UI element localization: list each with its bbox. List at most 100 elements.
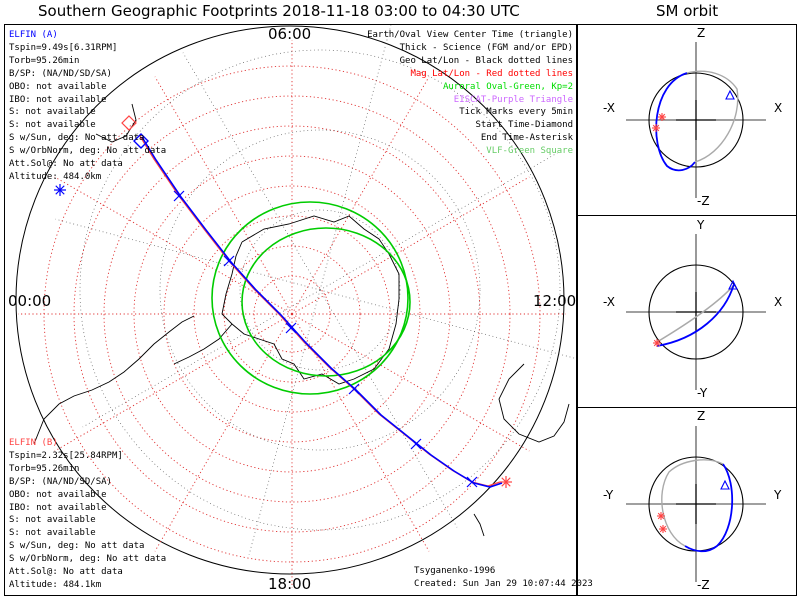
elfin-a-info-line: Tspin=9.49s[6.31RPM] (9, 42, 118, 53)
orbit-end-asterisk (657, 512, 665, 520)
legend-line: VLF-Green Square (486, 146, 573, 157)
antarctic-peninsula-coastline (173, 323, 233, 365)
elfin-a-info-line: Att.Sol@: No att data (9, 159, 123, 170)
orbit2-left-label: -X (603, 295, 615, 309)
orbit3-left-label: -Y (603, 488, 614, 502)
legend-line: Tick Marks every 5min (459, 107, 573, 118)
elfin-b-info-line: Tspin=2.32s[25.84RPM] (9, 450, 123, 461)
created-timestamp: Created: Sun Jan 29 10:07:44 2023 (414, 579, 593, 589)
track-tick-mark (348, 383, 360, 395)
elfin-a-info-line: OBO: not available (9, 81, 107, 92)
orbit2-top-label: Y (697, 218, 705, 232)
orbit-end-asterisk (659, 525, 667, 533)
legend-line: EISCAT-Purple Triangle (453, 94, 573, 105)
mag-lon-line (54, 176, 293, 315)
geo-lat-ring (159, 129, 481, 451)
antarctica-coastline (221, 215, 400, 385)
geo-lon-line (319, 289, 577, 360)
elfin-b-track (139, 135, 501, 487)
track-tick-mark (285, 322, 297, 334)
orbit-plots (626, 42, 766, 582)
orbit-a-path (656, 283, 735, 347)
map-legend: Earth/Oval View Center Time (triangle) Th… (367, 29, 573, 158)
geo-lon-line (319, 289, 458, 528)
elfin-b-info-line: S: not available (9, 515, 96, 526)
south-america-coastline (33, 315, 195, 445)
elfin-a-info-line: Torb=95.26min (9, 55, 80, 66)
legend-line: Mag Lat/Lon - Red dotted lines (410, 68, 573, 79)
mag-lat-ring (103, 125, 481, 503)
mag-lon-line (154, 313, 293, 552)
orbit2-bottom-label: -Y (697, 386, 708, 400)
geo-lat-ring (239, 209, 401, 371)
orbit1-bottom-label: -Z (697, 194, 710, 208)
mag-lat-ring (133, 155, 451, 473)
mag-lon-line (154, 76, 293, 315)
earth-circle (648, 72, 744, 168)
geo-lon-line (319, 152, 558, 291)
legend-line: Thick - Science (FGM and/or EPD) (399, 42, 573, 53)
australia-coastline (498, 363, 570, 443)
mag-lon-line (54, 313, 293, 452)
geo-lon-line (182, 52, 321, 291)
geo-lon-line (55, 218, 321, 291)
orbit-center-triangle (728, 279, 738, 290)
elfin-b-info-line: Altitude: 484.1km (9, 579, 102, 590)
mag-lat-ring (193, 215, 391, 413)
elfin-a-info-line: S: not available (9, 120, 96, 131)
track-tick-mark (173, 190, 185, 202)
orbit-center-triangle (720, 479, 730, 490)
orbit-shadow-path (661, 459, 724, 547)
orbit-title: SM orbit (656, 2, 719, 20)
orbit-end-asterisk (652, 124, 660, 132)
orbit1-left-label: -X (603, 101, 615, 115)
orbit3-bottom-label: -Z (697, 578, 710, 592)
elfin-b-info-line: B/SP: (NA/ND/SD/SA) (9, 476, 112, 487)
main-title: Southern Geographic Footprints 2018-11-1… (38, 2, 520, 20)
orbit3-top-label: Z (697, 409, 706, 423)
footprint-map-frame (4, 24, 577, 596)
mag-lon-line (291, 76, 430, 315)
elfin-b-info-line: S: not available (9, 528, 96, 539)
orbit-end-asterisk (653, 339, 661, 347)
legend-line: Geo Lat/Lon - Black dotted lines (399, 55, 573, 66)
mag-lat-ring (73, 95, 511, 533)
mag-lat-ring (163, 185, 421, 443)
mag-lat-ring (223, 245, 361, 383)
elfin-a-info-line: Altitude: 484.0km (9, 171, 102, 182)
elfin-b-info-line: OBO: not available (9, 489, 107, 500)
elfin-a-info-line: IBO: not available (9, 94, 107, 105)
elfin-b-info-line: Torb=95.26min (9, 463, 80, 474)
model-credit: Tsyganenko-1996 (414, 566, 496, 576)
clock-label-right: 12:00 (533, 292, 577, 310)
footprint-map (15, 25, 577, 588)
elfin-b-info-line: Att.Sol@: No att data (9, 567, 123, 578)
elfin-a-end-asterisk (55, 185, 65, 195)
legend-line: End Time-Asterisk (480, 133, 573, 144)
track-tick-mark (410, 438, 422, 450)
geo-lon-line (248, 289, 321, 555)
orbit2-right-label: X (774, 295, 783, 309)
geo-lon-line (319, 25, 392, 291)
clock-label-top: 06:00 (268, 25, 312, 43)
mag-lon-line (291, 176, 530, 315)
elfin-a-info-line: S w/OrbNorm, deg: No att data (9, 146, 167, 157)
orbit-plot-3 (626, 426, 766, 582)
elfin-b-info-line: S w/Sun, deg: No att data (9, 541, 145, 552)
orbit-shadow-path (656, 285, 734, 343)
elfin-a-info-line: S: not available (9, 107, 96, 118)
elfin-a-track (141, 136, 503, 488)
elfin-a-info: ELFIN (A) Tspin=9.49s[6.31RPM] Torb=95.26… (9, 29, 166, 184)
clock-label-bottom: 18:00 (268, 575, 312, 593)
orbit-a-path (655, 72, 696, 172)
elfin-a-name: ELFIN (A) (9, 30, 58, 40)
orbit1-right-label: X (774, 101, 783, 115)
elfin-a-start-diamond (133, 133, 149, 149)
elfin-b-info: ELFIN (B) Tspin=2.32s[25.84RPM] Torb=95.2… (9, 437, 166, 592)
orbit3-right-label: Y (774, 488, 782, 502)
map-horizon-circle (15, 25, 565, 575)
orbit-plot-2 (626, 234, 766, 390)
geo-lat-ring (79, 49, 561, 531)
track-tick-mark (223, 255, 235, 267)
auroral-oval-outer (211, 201, 409, 395)
